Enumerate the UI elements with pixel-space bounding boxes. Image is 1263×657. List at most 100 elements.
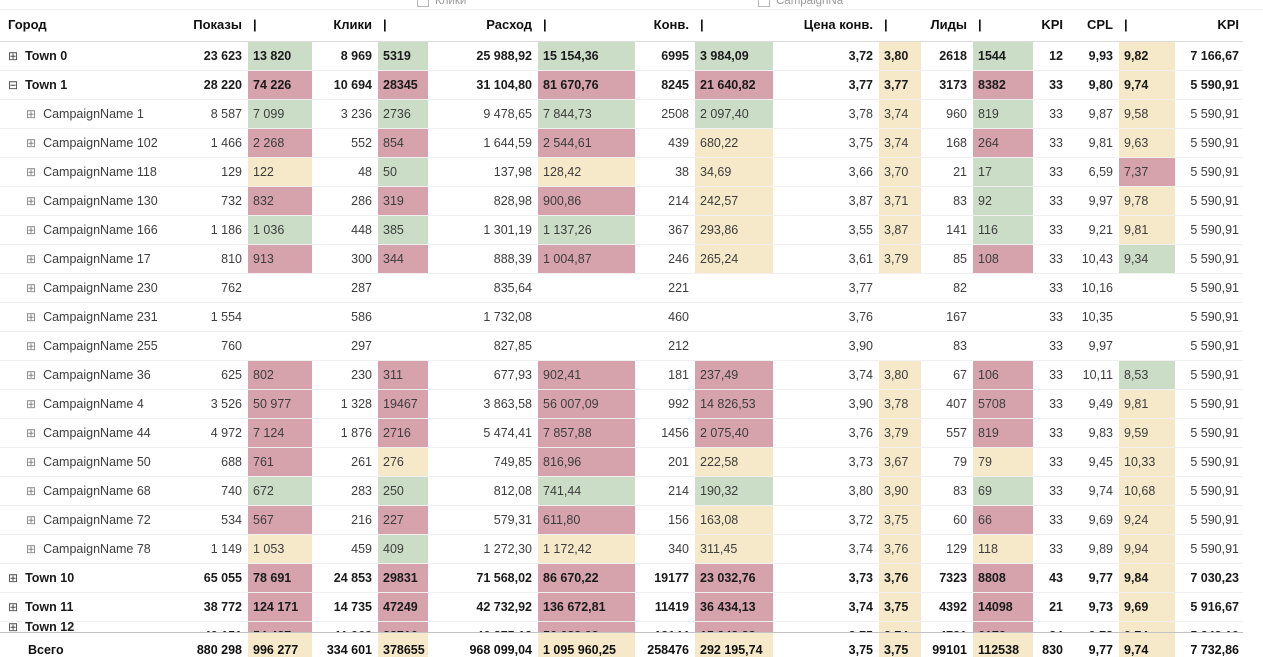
cell-impressions-compare: 74 226	[248, 71, 312, 99]
cell-leads-compare: 66	[973, 506, 1033, 534]
cell-conversions: 214	[668, 194, 689, 208]
expand-icon[interactable]: ⊞	[26, 426, 37, 440]
header-cpa[interactable]: Цена конв.	[803, 17, 873, 32]
header-leads-compare[interactable]: |	[978, 17, 982, 32]
cell-impressions-compare: 672	[248, 477, 312, 505]
expand-icon[interactable]: ⊞	[26, 136, 37, 150]
slicer-fragment-campaign[interactable]: CampaignNa	[758, 0, 843, 9]
header-kpi[interactable]: KPI	[1041, 17, 1063, 32]
cell-cpa-compare	[879, 303, 921, 331]
expand-icon[interactable]: ⊞	[26, 310, 37, 324]
table-row[interactable]: ⊞ CampaignName 36 625 802 230 311 677,93 902,41…	[0, 361, 1243, 390]
expand-icon[interactable]: ⊞	[26, 368, 37, 382]
expand-icon[interactable]: ⊞	[26, 397, 37, 411]
expand-icon[interactable]: ⊞	[8, 622, 19, 632]
table-row[interactable]: ⊞ CampaignName 118 129 122 48 50 137,98 128,42 3…	[0, 158, 1243, 187]
cell-cpa: 3,87	[848, 194, 873, 208]
table-row[interactable]: ⊞ CampaignName 4 3 526 50 977 1 328 19467 3 86…	[0, 390, 1243, 419]
expand-icon[interactable]: ⊞	[8, 49, 19, 63]
header-cpa-compare[interactable]: |	[884, 17, 888, 32]
expand-icon[interactable]: ⊞	[26, 542, 37, 556]
cell-cpa: 3,77	[848, 281, 873, 295]
table-row[interactable]: ⊞ CampaignName 72 534 567 216 227 579,31 611,80…	[0, 506, 1243, 535]
cell-leads-compare: 92	[973, 187, 1033, 215]
cell-kpi: 33	[1049, 78, 1063, 92]
table-row[interactable]: ⊞ CampaignName 102 1 466 2 268 552 854 1 644,5…	[0, 129, 1243, 158]
cell-cpl: 9,45	[1088, 455, 1113, 469]
cell-cpl-compare	[1119, 332, 1175, 360]
expand-icon[interactable]: ⊞	[26, 194, 37, 208]
expand-icon[interactable]: ⊞	[8, 571, 19, 585]
expand-icon[interactable]: ⊞	[26, 281, 37, 295]
slicer-fragment-clicks[interactable]: Клики	[417, 0, 467, 9]
header-clicks-compare[interactable]: |	[383, 17, 387, 32]
cell-conversions: 258476	[647, 643, 689, 657]
cell-impressions: 760	[221, 339, 242, 353]
expand-icon[interactable]: ⊞	[26, 107, 37, 121]
table-row[interactable]: ⊞ CampaignName 17 810 913 300 344 888,39 1 004,…	[0, 245, 1243, 274]
cell-clicks-compare: 385	[378, 216, 428, 244]
table-row[interactable]: Всего 880 298 996 277 334 601 378655 968 099,…	[0, 632, 1243, 657]
table-row[interactable]: ⊞ CampaignName 50 688 761 261 276 749,85 816,96…	[0, 448, 1243, 477]
header-impressions-compare[interactable]: |	[253, 17, 257, 32]
table-row[interactable]: ⊞ CampaignName 130 732 832 286 319 828,98 900,8…	[0, 187, 1243, 216]
checkbox-icon[interactable]	[758, 0, 770, 7]
expand-icon[interactable]: ⊞	[8, 600, 19, 614]
slicer-fragment-label: Клики	[435, 0, 467, 7]
header-cpl[interactable]: CPL	[1087, 17, 1113, 32]
expand-icon[interactable]: ⊞	[26, 165, 37, 179]
cell-kpi: 33	[1049, 513, 1063, 527]
cell-leads-compare: 108	[973, 245, 1033, 273]
expand-icon[interactable]: ⊞	[26, 252, 37, 266]
cell-impressions-compare	[248, 274, 312, 302]
cell-clicks-compare: 378655	[378, 633, 428, 657]
cell-cpa: 3,75	[848, 643, 873, 657]
header-cpl-compare[interactable]: |	[1124, 17, 1128, 32]
cell-clicks-compare: 2716	[378, 419, 428, 447]
cell-cpa: 3,74	[848, 542, 873, 556]
header-impressions[interactable]: Показы	[193, 17, 242, 32]
table-row[interactable]: ⊞ CampaignName 78 1 149 1 053 459 409 1 272,30…	[0, 535, 1243, 564]
table-row[interactable]: ⊞ CampaignName 1 8 587 7 099 3 236 2736 9 478,…	[0, 100, 1243, 129]
table-row[interactable]: ⊞ Town 0 23 623 13 820 8 969 5319 25 988,92 15 …	[0, 42, 1243, 71]
table-row[interactable]: ⊞ Town 11 38 772 124 171 14 735 47249 42 732,9…	[0, 593, 1243, 622]
header-clicks[interactable]: Клики	[333, 17, 372, 32]
cell-cpl: 9,97	[1088, 339, 1113, 353]
cell-leads: 168	[946, 136, 967, 150]
cell-impressions: 1 554	[210, 310, 242, 324]
header-spend[interactable]: Расход	[486, 17, 532, 32]
expand-icon[interactable]: ⊞	[26, 223, 37, 237]
cell-conversions: 367	[668, 223, 689, 237]
expand-icon[interactable]: ⊞	[26, 455, 37, 469]
table-row[interactable]: ⊞ CampaignName 68 740 672 283 250 812,08 741,44…	[0, 477, 1243, 506]
table-row[interactable]: ⊞ CampaignName 44 4 972 7 124 1 876 2716 5 474…	[0, 419, 1243, 448]
table-row[interactable]: ⊞ CampaignName 255 760 297 827,85 212 3,90 83 33…	[0, 332, 1243, 361]
cell-cpl: 9,97	[1088, 194, 1113, 208]
expand-icon[interactable]: ⊞	[26, 484, 37, 498]
header-conversions-compare[interactable]: |	[700, 17, 704, 32]
expand-icon[interactable]: ⊞	[26, 339, 37, 353]
cell-spend: 137,98	[493, 165, 532, 179]
header-kpi-plan[interactable]: KPI	[1217, 17, 1239, 32]
header-spend-compare[interactable]: |	[543, 17, 547, 32]
table-row[interactable]: ⊞ Town 10 65 055 78 691 24 853 29831 71 568,02…	[0, 564, 1243, 593]
header-leads[interactable]: Лиды	[930, 17, 967, 32]
cell-kpi-plan: 7 166,67	[1190, 49, 1239, 63]
cell-kpi: 33	[1049, 107, 1063, 121]
header-city[interactable]: Город	[8, 17, 47, 32]
cell-spend-compare: 128,42	[538, 158, 635, 186]
cell-cpa: 3,90	[848, 397, 873, 411]
cell-leads: 83	[953, 339, 967, 353]
cell-leads-compare: 79	[973, 448, 1033, 476]
header-conversions[interactable]: Конв.	[653, 17, 689, 32]
collapse-icon[interactable]: ⊟	[8, 78, 19, 92]
table-row[interactable]: ⊟ Town 1 28 220 74 226 10 694 28345 31 104,80 8…	[0, 71, 1243, 100]
expand-icon[interactable]: ⊞	[26, 513, 37, 527]
table-row[interactable]: ⊞ CampaignName 166 1 186 1 036 448 385 1 301,1…	[0, 216, 1243, 245]
table-row[interactable]: ⊞ CampaignName 231 1 554 586 1 732,08 460 3,76…	[0, 303, 1243, 332]
table-row[interactable]: ⊞ CampaignName 230 762 287 835,64 221 3,77 82 33…	[0, 274, 1243, 303]
cell-kpi: 33	[1049, 136, 1063, 150]
checkbox-icon[interactable]	[417, 0, 429, 7]
